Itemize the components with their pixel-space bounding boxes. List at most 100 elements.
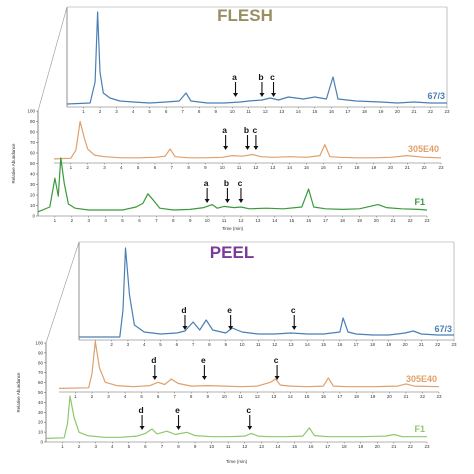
series-line xyxy=(53,120,442,160)
annotation-label: e xyxy=(175,405,180,415)
y-tick-label: 0 xyxy=(32,214,35,219)
annotation-label: d xyxy=(151,355,156,365)
x-axis-label: Time (min) xyxy=(222,226,244,231)
y-tick-label: 70 xyxy=(38,370,44,375)
y-axis-label: Relative Abundance xyxy=(11,143,16,184)
x-tick-label: 19 xyxy=(358,444,364,449)
x-tick-label: 6 xyxy=(176,342,179,347)
x-tick-label: 11 xyxy=(256,342,261,347)
x-tick-label: 22 xyxy=(408,444,414,449)
x-tick-label: 13 xyxy=(255,218,261,223)
y-tick-label: 60 xyxy=(30,151,36,156)
y-tick-label: 50 xyxy=(38,390,44,395)
x-tick-label: 21 xyxy=(419,342,425,347)
annotation-arrow-head xyxy=(245,146,250,150)
x-tick-label: 23 xyxy=(444,109,450,114)
y-tick-label: 70 xyxy=(30,140,36,145)
x-tick-label: 3 xyxy=(94,444,97,449)
annotation-d: d xyxy=(151,355,158,380)
annotation-b: b xyxy=(258,72,265,97)
annotation-arrow-head xyxy=(152,376,158,380)
x-tick-label: 11 xyxy=(226,444,231,449)
annotation-arrow-head xyxy=(259,93,265,97)
x-tick-label: 21 xyxy=(391,218,397,223)
y-tick-label: 90 xyxy=(30,119,36,124)
y-tick-label: 80 xyxy=(38,360,44,365)
x-tick-label: 11 xyxy=(237,165,242,170)
x-tick-label: 3 xyxy=(115,109,118,114)
x-tick-label: 14 xyxy=(275,444,281,449)
x-tick-label: 18 xyxy=(370,342,376,347)
annotation-label: a xyxy=(204,178,209,188)
x-tick-label: 10 xyxy=(222,394,228,399)
annotation-arrow-head xyxy=(253,146,259,150)
x-tick-label: 3 xyxy=(103,165,106,170)
x-tick-label: 20 xyxy=(395,109,401,114)
annotation-arrow-head xyxy=(274,376,280,380)
x-tick-label: 2 xyxy=(71,218,74,223)
x-tick-label: 11 xyxy=(222,218,227,223)
x-tick-label: 18 xyxy=(342,444,348,449)
x-tick-label: 16 xyxy=(309,444,315,449)
y-tick-label: 50 xyxy=(30,161,36,166)
x-tick-label: 22 xyxy=(435,342,441,347)
x-tick-label: 7 xyxy=(192,342,195,347)
annotation-d: d xyxy=(138,405,145,430)
x-tick-label: 14 xyxy=(287,165,293,170)
x-tick-label: 2 xyxy=(86,165,89,170)
x-tick-label: 6 xyxy=(144,444,147,449)
x-tick-label: 8 xyxy=(190,394,193,399)
x-tick-label: 12 xyxy=(238,218,244,223)
x-tick-label: 15 xyxy=(312,109,318,114)
x-tick-label: 4 xyxy=(104,218,107,223)
annotation-e: e xyxy=(175,405,182,430)
y-tick-label: 20 xyxy=(30,193,36,198)
y-tick-label: 60 xyxy=(38,380,44,385)
x-tick-label: 3 xyxy=(87,218,90,223)
x-tick-label: 5 xyxy=(159,342,162,347)
annotation-b: b xyxy=(224,178,230,203)
x-tick-label: 12 xyxy=(242,444,248,449)
x-tick-label: 2 xyxy=(110,342,113,347)
panel-title-flesh: FLESH xyxy=(217,6,273,25)
series-name-label: 305E40 xyxy=(406,374,437,384)
annotation-a: a xyxy=(232,72,239,97)
y-tick-label: 40 xyxy=(30,172,36,177)
series-f1: 1 2 3 4 5 6 7 8 9 10 11 12 13 14 15 16 17 18 19 20 21 22 23F1a… xyxy=(37,157,430,223)
annotation-a: a xyxy=(204,178,210,203)
annotation-c: c xyxy=(246,405,253,430)
annotation-label: e xyxy=(201,355,206,365)
x-tick-label: 2 xyxy=(78,444,81,449)
y-tick-label: 30 xyxy=(38,410,44,415)
panel-peel: 0 10 20 30 40 50 60 70 80 90 100 Relative Abundance… xyxy=(16,241,457,464)
x-tick-label: 23 xyxy=(436,394,442,399)
frame-depth-line xyxy=(45,241,80,344)
annotation-label: c xyxy=(270,72,275,82)
x-tick-label: 18 xyxy=(354,394,360,399)
x-tick-label: 5 xyxy=(140,394,143,399)
x-tick-label: 15 xyxy=(304,165,310,170)
panel-title-peel: PEEL xyxy=(210,243,254,262)
x-tick-label: 10 xyxy=(209,444,215,449)
series-name-label: F1 xyxy=(414,424,425,434)
annotation-arrow-head xyxy=(291,326,297,330)
x-tick-label: 16 xyxy=(306,218,312,223)
annotation-label: b xyxy=(258,72,263,82)
x-axis-label: Time (min) xyxy=(226,459,248,464)
x-tick-label: 7 xyxy=(161,444,164,449)
annotation-label: a xyxy=(232,72,237,82)
x-tick-label: 19 xyxy=(371,165,377,170)
x-tick-label: 22 xyxy=(420,394,426,399)
annotation-a: a xyxy=(222,125,229,150)
x-tick-label: 23 xyxy=(424,444,430,449)
annotation-arrow-head xyxy=(238,199,244,203)
y-tick-label: 10 xyxy=(30,203,36,208)
x-tick-label: 5 xyxy=(128,444,131,449)
series-name-label: 67/3 xyxy=(434,324,452,334)
x-tick-label: 23 xyxy=(424,218,430,223)
x-tick-label: 10 xyxy=(220,165,226,170)
x-tick-label: 17 xyxy=(354,342,360,347)
x-tick-label: 19 xyxy=(370,394,376,399)
series-line xyxy=(58,341,440,389)
